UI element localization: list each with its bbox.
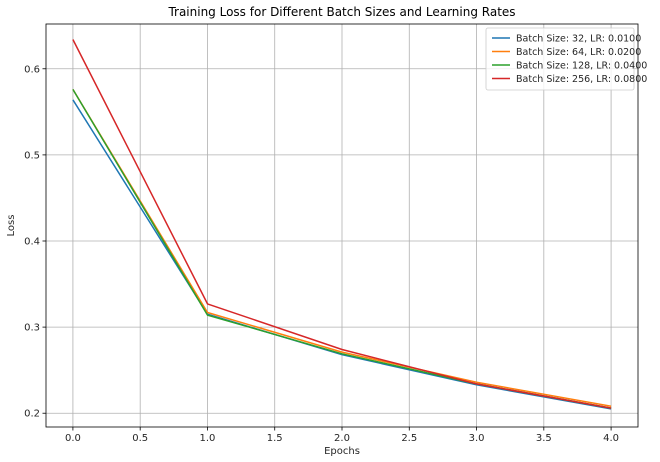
x-tick-label: 3.5 [536,433,552,444]
x-tick-label: 4.0 [603,433,619,444]
x-tick-label: 0.5 [132,433,148,444]
series-line-1 [72,99,612,410]
legend-label: Batch Size: 128, LR: 0.0400 [516,61,647,72]
axis-ticks: 0.0 0.5 1.0 1.5 2.0 2.5 3.0 3.5 4.0 0.2 0.3 0.4 0.5 0… [24,64,619,444]
x-tick-label: 1.5 [267,433,283,444]
y-tick-label: 0.3 [24,323,40,334]
x-tick-label: 2.0 [334,433,350,444]
series-lines [72,39,612,410]
x-tick-label: 2.5 [401,433,417,444]
y-axis-label: Loss [6,215,17,237]
series-line-4 [72,39,612,409]
legend-label: Batch Size: 256, LR: 0.0800 [516,74,647,85]
y-tick-label: 0.5 [24,150,40,161]
x-tick-label: 3.0 [469,433,485,444]
legend: Batch Size: 32, LR: 0.0100 Batch Size: 64… [485,27,647,91]
y-tick-label: 0.6 [24,64,40,75]
y-tick-label: 0.2 [24,409,40,420]
y-tick-label: 0.4 [24,237,40,248]
series-line-2 [72,89,612,408]
x-tick-label: 1.0 [200,433,216,444]
x-axis-label: Epochs [324,446,360,457]
legend-label: Batch Size: 64, LR: 0.0200 [516,47,641,58]
legend-box [485,27,635,91]
chart-title: Training Loss for Different Batch Sizes … [167,5,515,19]
legend-label: Batch Size: 32, LR: 0.0100 [516,34,641,45]
x-tick-label: 0.0 [65,433,81,444]
